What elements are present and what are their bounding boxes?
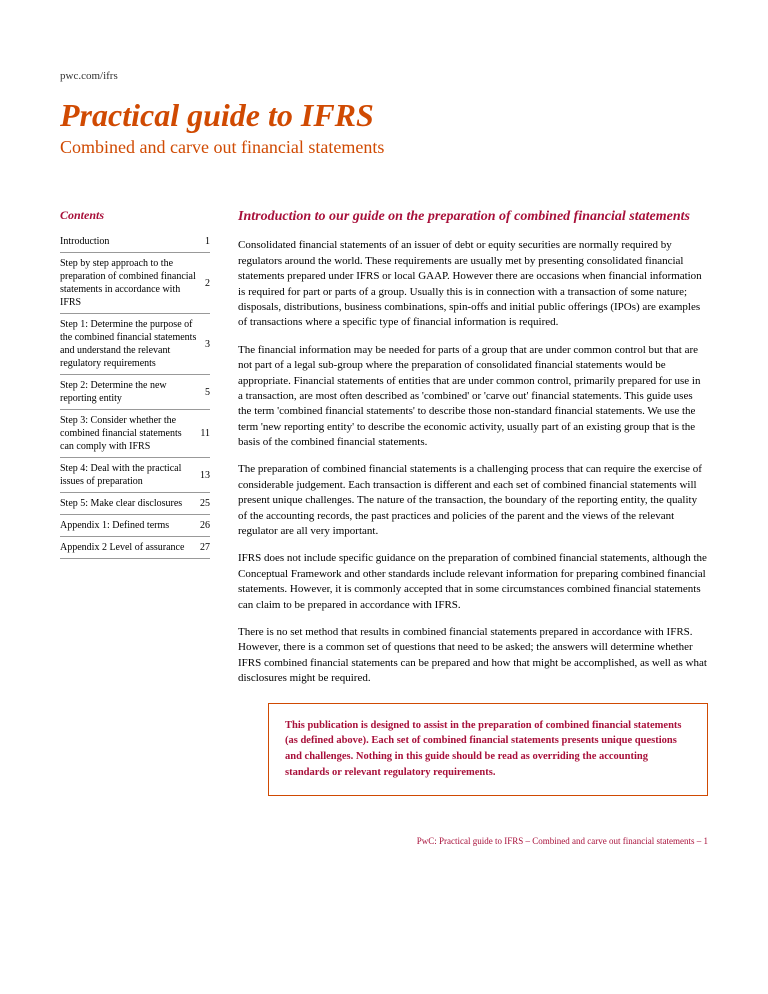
toc-page: 5 bbox=[205, 386, 210, 399]
toc-row: Step 5: Make clear disclosures25 bbox=[60, 493, 210, 515]
toc-row: Step by step approach to the preparation… bbox=[60, 253, 210, 314]
intro-heading: Introduction to our guide on the prepara… bbox=[238, 208, 708, 226]
toc-label: Step 5: Make clear disclosures bbox=[60, 497, 200, 510]
body-paragraph: IFRS does not include specific guidance … bbox=[238, 551, 708, 613]
toc-page: 13 bbox=[200, 469, 210, 482]
toc-row: Introduction1 bbox=[60, 231, 210, 253]
toc-page: 26 bbox=[200, 519, 210, 532]
callout-text: This publication is designed to assist i… bbox=[285, 718, 691, 781]
toc-row: Appendix 1: Defined terms26 bbox=[60, 515, 210, 537]
toc-label: Appendix 2 Level of assurance bbox=[60, 541, 200, 554]
callout-box: This publication is designed to assist i… bbox=[268, 703, 708, 796]
toc-page: 2 bbox=[205, 277, 210, 290]
body-paragraph: The preparation of combined financial st… bbox=[238, 462, 708, 539]
body-paragraph: Consolidated financial statements of an … bbox=[238, 238, 708, 330]
toc-row: Step 3: Consider whether the combined fi… bbox=[60, 410, 210, 458]
toc-row: Step 1: Determine the purpose of the com… bbox=[60, 314, 210, 375]
page-footer: PwC: Practical guide to IFRS – Combined … bbox=[60, 836, 708, 846]
toc-page: 11 bbox=[200, 427, 210, 440]
page-subtitle: Combined and carve out financial stateme… bbox=[60, 137, 708, 158]
toc-page: 25 bbox=[200, 497, 210, 510]
body-paragraph: There is no set method that results in c… bbox=[238, 625, 708, 687]
toc-label: Step 3: Consider whether the combined fi… bbox=[60, 414, 200, 453]
toc-label: Step 4: Deal with the practical issues o… bbox=[60, 462, 200, 488]
toc-label: Step 2: Determine the new reporting enti… bbox=[60, 379, 205, 405]
main-content: Introduction to our guide on the prepara… bbox=[238, 208, 708, 795]
header-url: pwc.com/ifrs bbox=[60, 70, 708, 82]
toc-row: Step 4: Deal with the practical issues o… bbox=[60, 458, 210, 493]
body-paragraphs: Consolidated financial statements of an … bbox=[238, 238, 708, 686]
page-title: Practical guide to IFRS bbox=[60, 98, 708, 133]
toc-page: 3 bbox=[205, 338, 210, 351]
toc-page: 27 bbox=[200, 541, 210, 554]
toc-row: Appendix 2 Level of assurance27 bbox=[60, 537, 210, 559]
contents-sidebar: Contents Introduction1Step by step appro… bbox=[60, 208, 210, 795]
toc-label: Step by step approach to the preparation… bbox=[60, 257, 205, 309]
toc-row: Step 2: Determine the new reporting enti… bbox=[60, 375, 210, 410]
toc-label: Appendix 1: Defined terms bbox=[60, 519, 200, 532]
body-paragraph: The financial information may be needed … bbox=[238, 343, 708, 451]
toc-page: 1 bbox=[205, 235, 210, 248]
two-column-layout: Contents Introduction1Step by step appro… bbox=[60, 208, 708, 795]
contents-heading: Contents bbox=[60, 208, 210, 223]
toc-label: Introduction bbox=[60, 235, 205, 248]
toc-label: Step 1: Determine the purpose of the com… bbox=[60, 318, 205, 370]
toc-list: Introduction1Step by step approach to th… bbox=[60, 231, 210, 559]
